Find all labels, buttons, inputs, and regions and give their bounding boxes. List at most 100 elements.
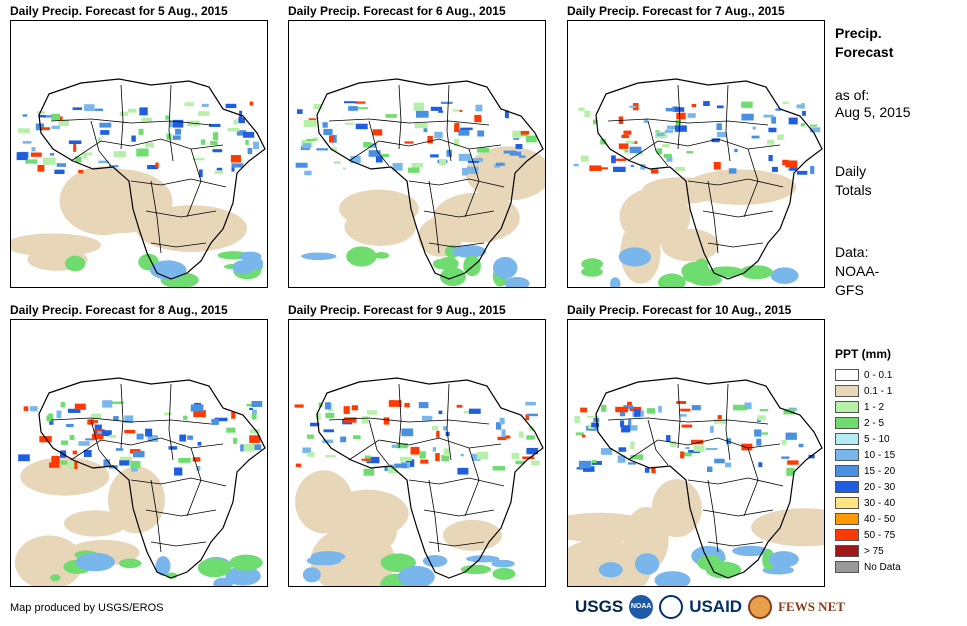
rain-cell [208,123,221,127]
rain-cell [343,406,350,414]
rain-cell [193,410,206,418]
legend-item: 50 - 75 [835,527,901,543]
legend-item: 15 - 20 [835,463,901,479]
rain-cell [322,122,328,128]
rain-cell [124,415,134,423]
legend-swatch [835,417,859,429]
rain-cell [526,135,537,143]
rain-cell [295,162,308,168]
rain-cell [724,462,732,468]
legend-swatch [835,449,859,461]
rain-cell [108,165,119,168]
rain-cell [239,110,243,118]
legend-label: 0.1 - 1 [864,385,893,397]
rain-cell [679,414,687,417]
rain-cell [461,168,468,176]
legend-label: 0 - 0.1 [864,369,893,381]
rain-cell [515,144,523,149]
rain-cell [94,424,102,433]
rain-cell [494,164,501,168]
rain-cell [308,118,317,122]
rain-cell [504,276,530,287]
country-border [464,447,480,517]
coastline [316,377,544,579]
rain-cell [351,405,358,411]
rain-cell [307,434,314,439]
data-line3: GFS [835,282,864,298]
rain-cell [666,125,676,130]
legend-item: 20 - 30 [835,479,901,495]
rain-cell [782,159,789,166]
rain-cell [315,413,321,420]
country-border [130,477,227,487]
rain-cell [581,267,603,277]
rain-cell [225,103,237,109]
rain-cell [658,405,662,413]
rain-cell [620,420,625,427]
rain-cell [302,447,311,454]
rain-cell [474,114,482,123]
rain-cell [17,128,30,133]
rain-cell [249,435,261,443]
rain-cell [589,165,602,171]
country-border [90,419,112,466]
rain-cell [531,460,540,466]
rain-cell [302,143,312,149]
country-border [423,509,495,517]
country-border [428,541,485,547]
country-border [707,479,719,553]
rain-cell [175,128,182,135]
rain-cell [43,157,56,165]
rain-cell [421,415,433,421]
rain-cell [392,163,403,171]
rain-cell [752,126,756,130]
rain-cell [491,559,515,568]
rain-cell [578,460,591,469]
rain-cell [665,107,675,112]
rain-cell [512,130,521,139]
rain-cell [681,452,692,457]
rain-cell [318,402,323,408]
rain-cell [768,127,777,133]
rain-cell [459,109,463,112]
rain-cell [418,402,429,409]
rain-cell [713,419,727,424]
rain-cell [249,407,253,411]
country-border [607,118,769,126]
rain-cell [759,409,769,412]
rain-cell [466,166,479,174]
rain-cell [800,123,805,127]
data-line2: NOAA- [835,263,880,279]
rain-cell [355,101,366,104]
rain-cell [113,151,127,158]
rain-cell [515,460,525,465]
rain-cell [183,415,188,420]
country-border [368,419,390,466]
rain-cell [184,102,194,107]
rain-cell [243,443,255,452]
rain-cell [238,117,245,124]
rain-cell [526,447,539,455]
rain-cell [796,104,805,109]
country-border [647,419,669,466]
coastline [595,377,823,579]
legend-item: No Data [835,559,901,575]
rain-cell [634,409,641,417]
legend-swatch [835,481,859,493]
rain-cell [199,169,203,178]
legend-swatch [835,465,859,477]
rain-cell [674,167,686,172]
rain-cell [664,129,673,133]
rain-cell [771,116,777,124]
dry-patch [623,506,669,572]
panel-title: Daily Precip. Forecast for 5 Aug., 2015 [10,4,228,18]
rain-cell [618,247,651,267]
legend-swatch [835,529,859,541]
rain-cell [511,452,520,459]
rain-cell [383,417,390,425]
rain-cell [471,453,481,461]
rain-cell [436,430,440,438]
rain-cell [438,410,443,415]
rain-cell [84,104,95,111]
rain-cell [732,545,769,557]
